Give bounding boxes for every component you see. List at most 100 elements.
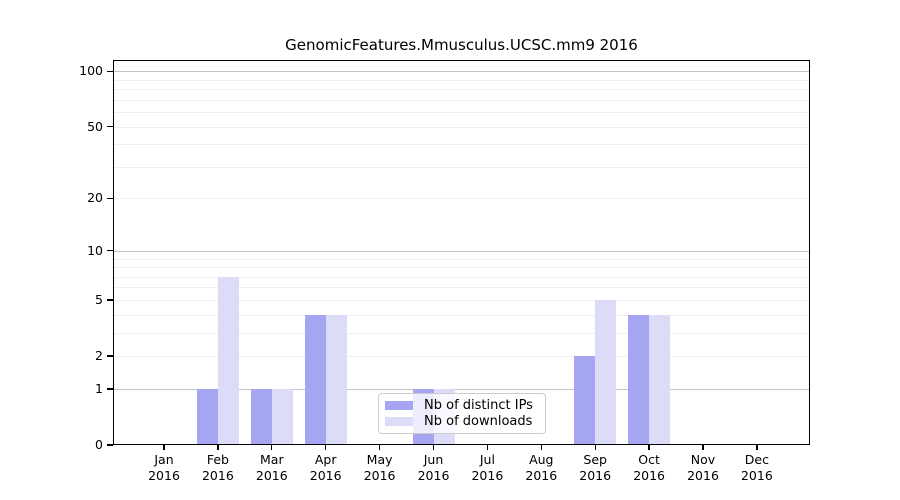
y-tick-label: 2 <box>95 348 103 364</box>
y-tick-label: 0 <box>95 437 103 452</box>
x-tick-month: Jun <box>423 452 444 467</box>
x-tick-label: Nov 2016 <box>673 452 733 483</box>
minor-gridline <box>113 79 810 81</box>
plot-area <box>113 60 810 445</box>
bar <box>649 314 671 445</box>
y-tick-mark <box>107 70 113 72</box>
x-tick-month: Aug <box>529 452 554 467</box>
x-tick-month: Sep <box>583 452 607 467</box>
y-tick-label: 100 <box>79 63 103 79</box>
x-tick-label: Aug 2016 <box>511 452 571 483</box>
x-tick-year: 2016 <box>417 467 450 483</box>
bar <box>595 299 617 445</box>
x-tick-month: May <box>366 452 393 467</box>
major-gridline <box>113 388 810 390</box>
x-tick-year: 2016 <box>363 467 396 483</box>
x-tick-year: 2016 <box>687 467 719 483</box>
x-tick-mark <box>594 445 596 450</box>
x-tick-year: 2016 <box>148 467 180 483</box>
minor-gridline <box>113 258 810 260</box>
x-tick-label: Jan 2016 <box>134 452 194 483</box>
x-tick-mark <box>702 445 704 450</box>
x-tick-month: Jul <box>479 452 495 467</box>
x-tick-month: Nov <box>690 452 716 467</box>
y-tick-label: 10 <box>87 242 103 258</box>
minor-gridline <box>113 144 810 146</box>
x-tick-year: 2016 <box>255 467 288 483</box>
y-tick-mark <box>107 299 113 301</box>
y-tick-label: 20 <box>87 190 103 206</box>
y-tick-mark <box>107 197 113 200</box>
x-tick-month: Dec <box>744 452 769 467</box>
x-tick-label: Mar 2016 <box>242 452 302 483</box>
y-tick-mark <box>107 388 113 390</box>
x-tick-year: 2016 <box>471 467 504 483</box>
chart-title: GenomicFeatures.Mmusculus.UCSC.mm9 2016 <box>285 36 638 54</box>
minor-gridline <box>113 332 810 334</box>
x-tick-month: Oct <box>638 452 660 467</box>
bar <box>325 314 347 445</box>
minor-gridline <box>113 89 810 91</box>
x-tick-month: Apr <box>314 452 337 467</box>
y-tick-label: 1 <box>95 380 103 396</box>
x-tick-mark <box>325 445 327 450</box>
y-tick-mark <box>107 250 113 252</box>
bar <box>217 276 239 445</box>
x-tick-year: 2016 <box>740 467 773 483</box>
legend-swatch <box>385 400 413 410</box>
x-tick-mark <box>217 445 219 450</box>
bar <box>628 314 650 445</box>
x-tick-year: 2016 <box>201 467 234 483</box>
x-tick-label: Feb 2016 <box>188 452 248 483</box>
minor-gridline <box>113 112 810 114</box>
y-tick-mark <box>107 444 113 446</box>
x-tick-label: May 2016 <box>350 452 410 483</box>
x-tick-month: Mar <box>260 452 284 467</box>
x-tick-month: Jan <box>154 452 174 467</box>
x-tick-year: 2016 <box>633 467 665 483</box>
y-tick-label: 50 <box>87 118 103 134</box>
bar <box>304 314 326 445</box>
bar <box>271 388 293 445</box>
minor-gridline <box>113 99 810 101</box>
legend: Nb of distinct IPs Nb of downloads <box>378 393 546 434</box>
x-tick-label: Apr 2016 <box>296 452 356 483</box>
bar <box>250 388 272 445</box>
bar <box>574 356 596 445</box>
x-tick-mark <box>378 445 381 450</box>
x-tick-label: Sep 2016 <box>565 452 625 483</box>
minor-gridline <box>113 198 810 200</box>
y-tick-mark <box>107 355 113 357</box>
x-tick-mark <box>271 445 273 450</box>
x-tick-mark <box>540 445 542 450</box>
x-tick-mark <box>648 445 650 450</box>
x-tick-year: 2016 <box>525 467 558 483</box>
legend-label: Nb of distinct IPs <box>424 397 533 413</box>
x-tick-mark <box>756 445 758 450</box>
legend-item: Nb of downloads <box>385 414 541 430</box>
legend-swatch <box>385 417 413 427</box>
minor-gridline <box>113 314 810 316</box>
minor-gridline <box>113 299 810 301</box>
x-tick-label: Dec 2016 <box>727 452 787 483</box>
minor-gridline <box>113 126 810 128</box>
major-gridline <box>113 71 810 73</box>
minor-gridline <box>113 287 810 289</box>
x-tick-label: Jul 2016 <box>457 452 517 483</box>
x-tick-month: Feb <box>206 452 229 467</box>
x-tick-label: Oct 2016 <box>619 452 679 483</box>
minor-gridline <box>113 276 810 278</box>
legend-label: Nb of downloads <box>424 414 533 430</box>
x-tick-year: 2016 <box>309 467 342 483</box>
major-gridline <box>113 250 810 252</box>
y-tick-label: 5 <box>95 291 103 307</box>
bar <box>196 388 218 445</box>
minor-gridline <box>113 356 810 358</box>
x-tick-mark <box>432 445 435 450</box>
x-tick-year: 2016 <box>579 467 612 483</box>
x-tick-mark <box>163 445 165 450</box>
x-tick-label: Jun 2016 <box>404 452 464 483</box>
legend-item: Nb of distinct IPs <box>385 397 541 413</box>
minor-gridline <box>113 267 810 269</box>
